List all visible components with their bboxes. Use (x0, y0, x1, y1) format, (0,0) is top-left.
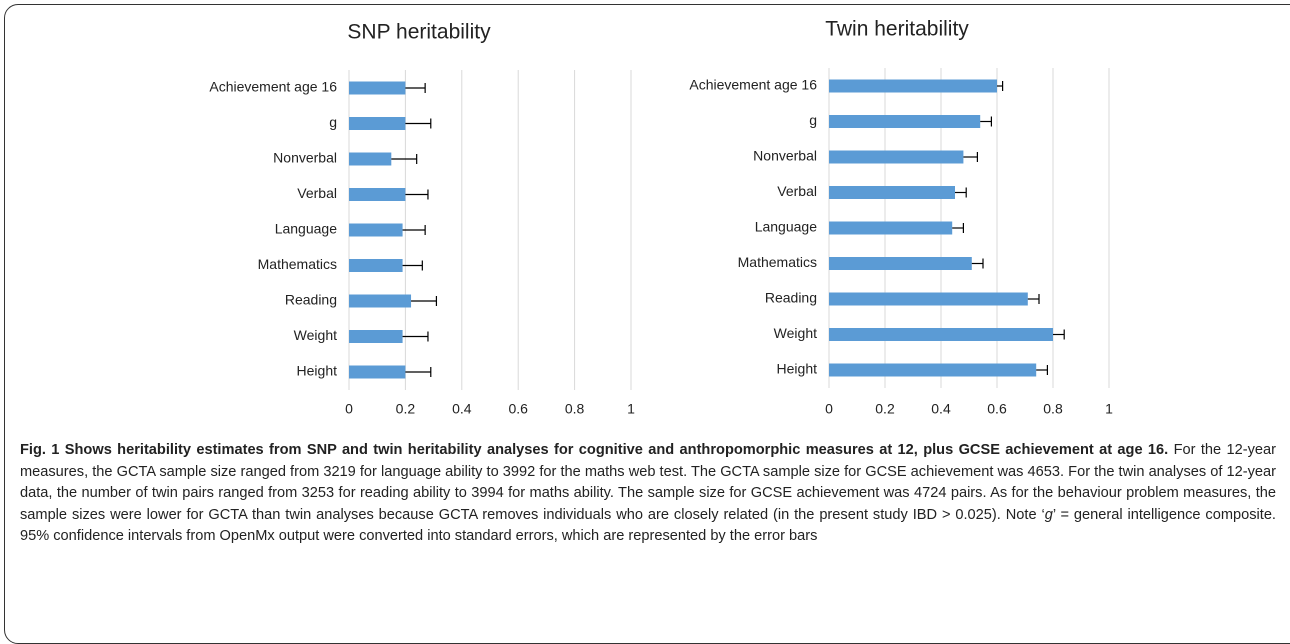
bar (829, 363, 1037, 377)
y-tick-label: Language (275, 221, 338, 237)
y-tick-label: Nonverbal (753, 148, 817, 164)
caption-italic: g (1044, 506, 1053, 523)
bar (829, 221, 953, 235)
chart-title: SNP heritability (347, 21, 491, 44)
bar (829, 115, 981, 128)
bar (829, 292, 1028, 306)
bar (829, 79, 997, 93)
bar (829, 186, 955, 199)
caption-bold: Fig. 1 Shows heritability estimates from… (20, 442, 1169, 458)
x-tick-label: 0.2 (396, 401, 416, 417)
caption-text: ’ = general intelligence composite. 95% … (20, 506, 1276, 545)
bar (349, 365, 406, 379)
x-tick-label: 0.8 (565, 401, 585, 417)
y-tick-label: g (329, 114, 337, 130)
y-tick-label: Achievement age 16 (689, 77, 817, 93)
bar (349, 294, 412, 308)
x-tick-label: 0 (345, 401, 353, 417)
x-tick-label: 1 (1105, 401, 1113, 417)
page: {"chart_data": [ {"type": "bar", "orient… (4, 4, 1290, 644)
y-tick-label: Height (297, 363, 338, 379)
y-tick-label: Weight (294, 327, 337, 343)
bar (829, 328, 1053, 341)
bar (349, 81, 406, 95)
caption: Fig. 1 Shows heritability estimates from… (20, 440, 1276, 548)
caption-text: For the 12-year measures, the GCTA sampl… (20, 442, 1276, 523)
x-tick-label: 0.2 (875, 401, 895, 417)
y-tick-label: Nonverbal (273, 150, 337, 166)
y-tick-label: Height (777, 361, 818, 377)
bar (829, 257, 972, 270)
bar (349, 330, 403, 343)
y-tick-label: Reading (285, 292, 337, 308)
y-tick-label: Weight (774, 325, 817, 341)
x-tick-label: 0.4 (452, 401, 472, 417)
chart-title: Twin heritability (825, 18, 969, 41)
bar (349, 117, 406, 130)
x-tick-label: 0.6 (508, 401, 528, 417)
x-tick-label: 0 (825, 401, 833, 417)
bar (349, 152, 392, 166)
bar (349, 259, 403, 272)
y-tick-label: g (809, 112, 817, 128)
bar (349, 223, 403, 237)
y-tick-label: Achievement age 16 (209, 79, 337, 95)
bar (829, 150, 964, 164)
y-tick-label: Reading (765, 290, 817, 306)
bar (349, 188, 406, 201)
x-tick-label: 1 (627, 401, 635, 417)
y-tick-label: Language (755, 219, 818, 235)
x-tick-label: 0.4 (931, 401, 951, 417)
x-tick-label: 0.6 (987, 401, 1007, 417)
y-tick-label: Verbal (297, 185, 337, 201)
y-tick-label: Verbal (777, 183, 817, 199)
y-tick-label: Mathematics (258, 256, 337, 272)
y-tick-label: Mathematics (738, 254, 817, 270)
charts: SNP heritability 0 0.2 0.4 0.6 0.8 1 Achievemen… (209, 18, 1113, 417)
x-tick-label: 0.8 (1043, 401, 1063, 417)
